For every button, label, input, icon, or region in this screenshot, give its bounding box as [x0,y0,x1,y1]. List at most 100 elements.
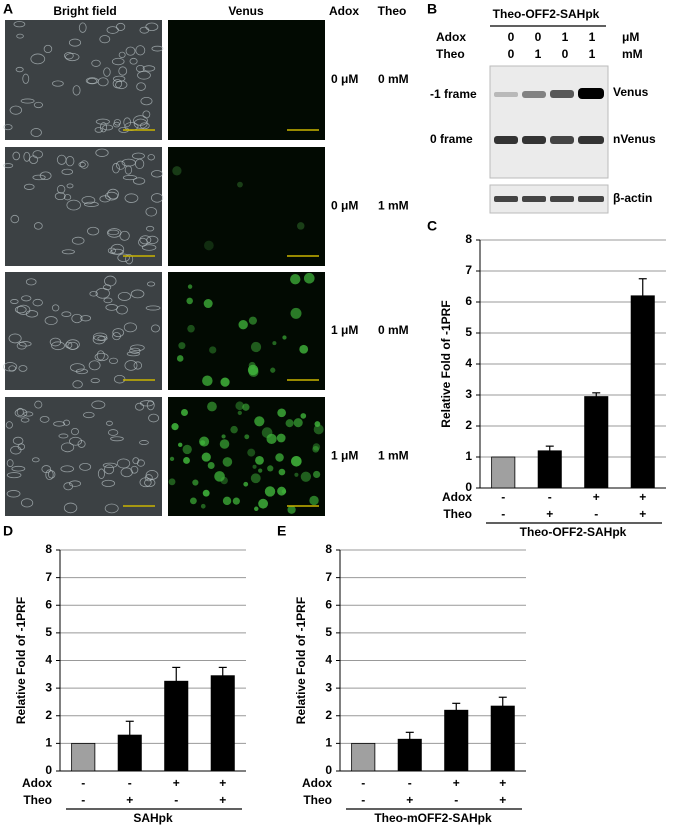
row-label: 1 μM [331,323,358,337]
y-axis-label: Relative Fold of -1PRF [14,597,28,724]
cell [84,201,99,207]
venus-image [168,147,325,266]
fluorescent-cell [180,409,188,417]
cell [25,310,39,318]
cell [146,400,155,411]
cell [63,52,74,60]
band-label: Venus [613,85,649,99]
fluorescent-cell [287,505,296,514]
cell [124,165,133,175]
cell [30,128,42,137]
construct-label: Theo-mOFF2-SAHpk [374,811,492,825]
condition-name: Adox [22,776,52,790]
cell [72,85,81,96]
band [578,136,604,144]
row-label: 0 mM [378,323,409,337]
bar [397,738,422,772]
cell [56,184,66,194]
fluorescent-cell [267,465,274,472]
fluorescent-cell [254,506,259,512]
fluorescent-cell [290,274,301,285]
fluorescent-cell [235,401,245,411]
blot [489,65,609,179]
cell [20,98,35,104]
fluorescent-cell [297,222,305,230]
cell [32,174,46,181]
cell [34,400,43,409]
y-tick-label: 0 [325,763,332,777]
cell [71,313,83,324]
cell [96,350,105,361]
cell [111,57,125,66]
fluorescent-cell [294,472,299,477]
cell [3,362,18,372]
y-tick-label: 4 [465,356,472,370]
fluorescent-cell [214,471,225,482]
cell [25,278,37,286]
cell [136,82,146,91]
condition-name: Adox [436,30,466,44]
bar [117,734,142,772]
condition-value: 0 [508,47,515,61]
cell [39,171,52,181]
cell [102,462,118,468]
cell [116,22,126,31]
cell [148,413,160,423]
condition-sign: - [594,507,598,521]
bright-field-image [5,147,162,266]
condition-sign: - [128,776,132,790]
fluorescent-cell [290,307,302,319]
cell [110,248,124,255]
cell [145,225,155,232]
cell [45,469,54,481]
venus-image [168,272,325,390]
condition-sign: - [501,490,505,504]
unit: μM [622,30,639,44]
cell [150,193,164,203]
cell [125,46,136,56]
cell [66,199,81,211]
fluorescent-cell [189,497,197,505]
condition-sign: + [219,793,226,807]
cell [23,411,34,417]
construct-label: SAHpk [133,811,173,825]
cell [60,465,74,473]
fluorescent-cell [220,377,230,387]
cell [131,152,145,160]
condition-sign: + [546,507,553,521]
condition-value: 1 [535,47,542,61]
condition-sign: + [173,776,180,790]
cell [116,305,128,315]
cell [132,177,146,185]
fluorescent-cell [183,457,190,464]
y-tick-label: 5 [325,625,332,639]
cell [32,150,44,159]
fluorescent-cell [171,423,179,431]
cell [31,457,40,463]
cell [103,67,111,77]
fluorescent-cell [275,453,284,462]
condition-sign: + [406,793,413,807]
fluorescent-cell [237,181,243,188]
band [494,136,518,144]
band-label: β-actin [613,191,652,205]
y-tick-label: 7 [45,570,52,584]
y-tick-label: 3 [325,680,332,694]
cell [129,57,138,65]
fluorescent-cell [247,364,259,376]
row-label: 1 mM [378,449,409,463]
cell [150,324,160,333]
condition-sign: - [548,490,552,504]
cell [23,151,31,162]
cell [123,322,137,333]
cell [101,479,116,487]
cell [139,477,152,488]
band-label: nVenus [613,132,656,146]
y-tick-label: 6 [45,597,52,611]
condition-sign: + [453,776,460,790]
cell [20,417,30,423]
cell [33,222,43,230]
band [494,92,518,97]
cell [69,480,82,487]
